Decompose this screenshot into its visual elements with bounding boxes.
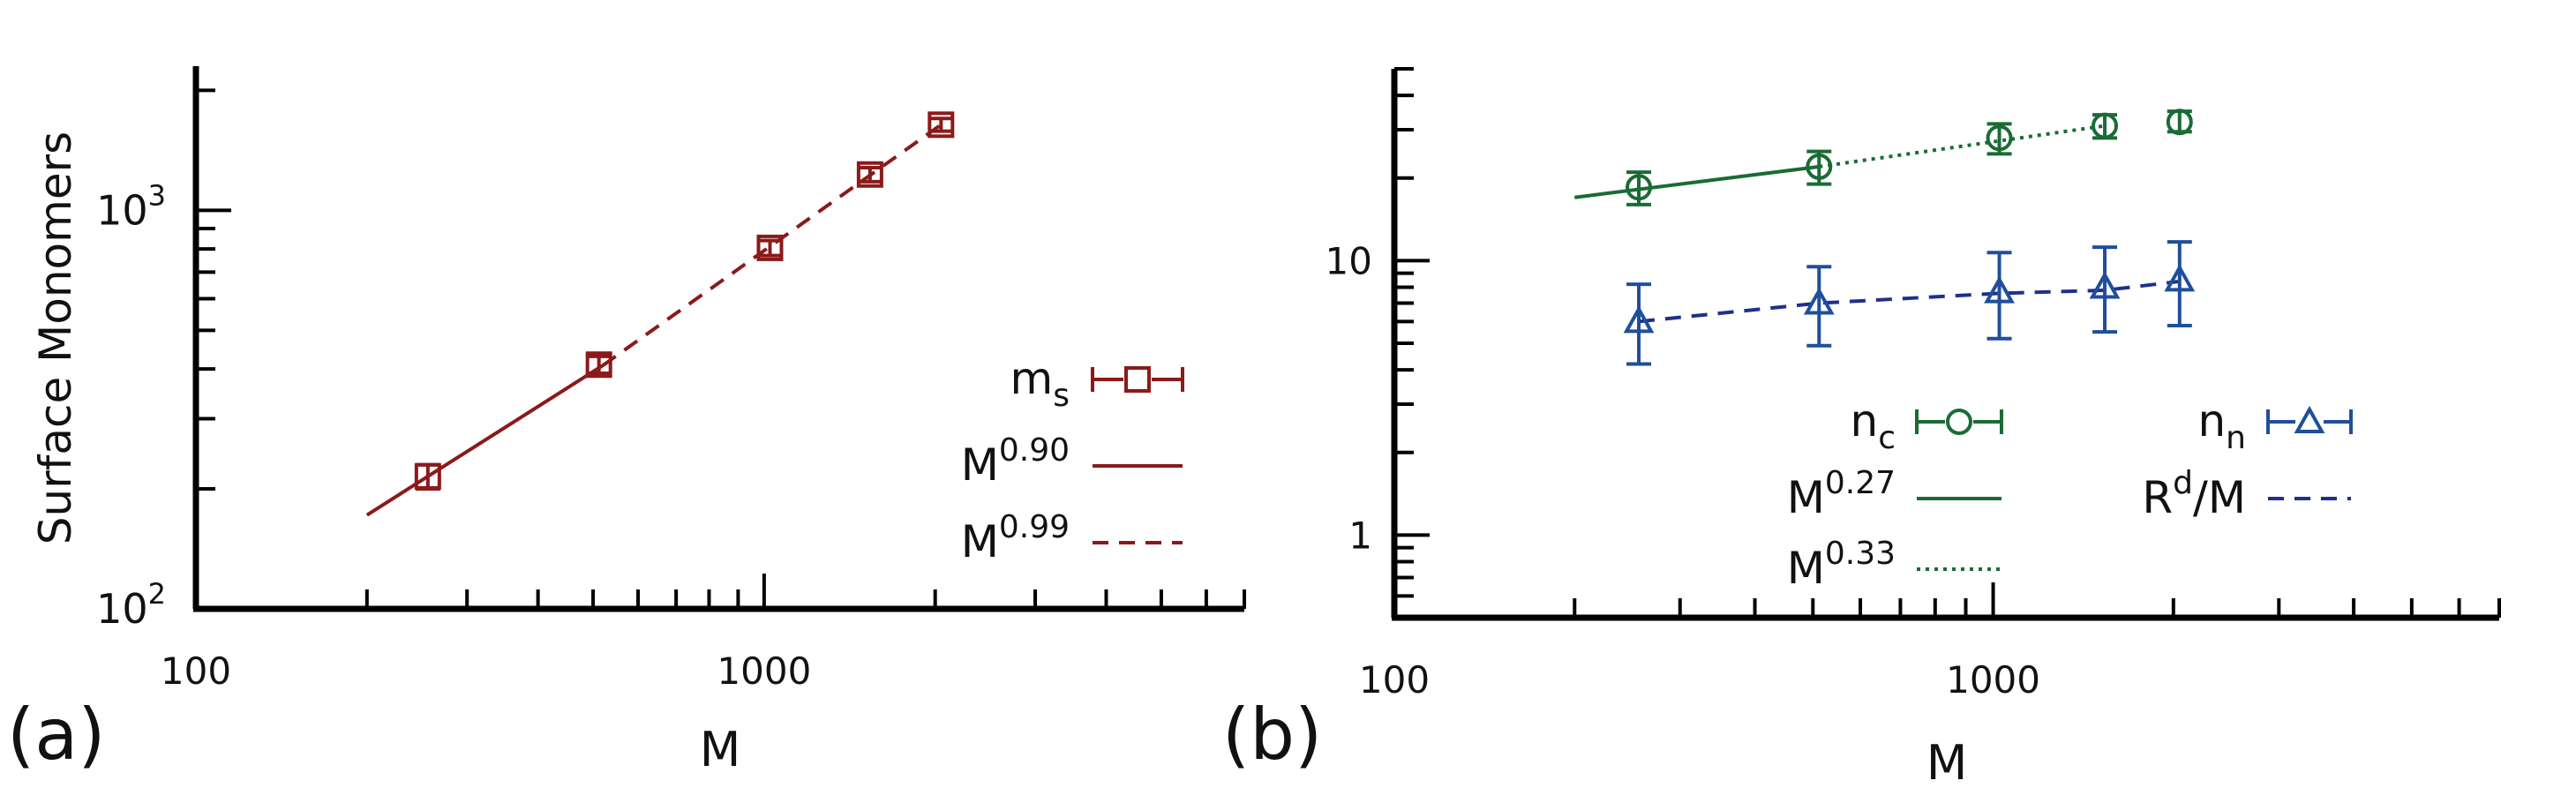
data-point (1986, 124, 2013, 152)
data-point (856, 161, 883, 188)
panel-label: (b) (1222, 694, 1322, 776)
legend-label-base: R (2142, 472, 2173, 523)
legend-label-base: n (2197, 395, 2226, 447)
x-tick-label: 100 (1359, 658, 1430, 702)
legend-label: M0.90 (961, 432, 1070, 491)
legend-marker-bg (1945, 408, 1973, 436)
legend-label-base: m (1010, 353, 1054, 404)
legend-label-superscript: 0.33 (1825, 536, 1896, 572)
series-line-4 (1638, 279, 2181, 324)
legend-label: Rd/M (2142, 465, 2246, 523)
data-point (1623, 305, 1655, 334)
data-point (2164, 264, 2196, 292)
legend-label: M0.33 (1787, 536, 1896, 594)
series-line-1 (365, 364, 605, 517)
legend-label: ms (1010, 353, 1070, 414)
data-point (2092, 112, 2119, 139)
data-point (928, 111, 955, 139)
x-axis-label: M (1926, 735, 1968, 791)
x-tick-label: 100 (161, 649, 231, 693)
x-tick-label: 1000 (1946, 658, 2040, 702)
x-axis-label: M (700, 722, 741, 777)
y-axis-label: Surface Monomers (30, 131, 81, 544)
y-tick-label: 1 (1348, 514, 1372, 557)
data-point (1803, 287, 1835, 315)
data-point (756, 234, 784, 261)
series-line-2 (1574, 164, 1820, 199)
y-tick-label-base: 10 (96, 186, 148, 234)
legend-marker-bg (1123, 365, 1152, 394)
legend-marker (2294, 405, 2325, 433)
y-tick-label: 10 (1326, 239, 1372, 282)
legend-label-subscript: c (1878, 420, 1896, 456)
legend-label-base: M (961, 439, 999, 491)
legend-label-superscript: 0.99 (999, 509, 1070, 545)
legend-label-base: M (961, 516, 999, 567)
data-point (414, 462, 441, 490)
legend-marker (1946, 409, 1972, 435)
legend-label-base: n (1851, 395, 1879, 447)
y-tick-label: 102 (96, 577, 166, 633)
legend-label: M0.99 (961, 509, 1070, 567)
legend-label-base: M (1787, 543, 1825, 594)
legend-label-subscript: s (1053, 378, 1070, 414)
data-point (1626, 174, 1653, 201)
y-tick-label-exponent: 3 (148, 178, 166, 212)
legend-label: M0.27 (1787, 465, 1896, 523)
legend-label: nc (1851, 395, 1896, 456)
legend-label-tail: /M (2193, 472, 2246, 523)
legend-label-superscript: 0.27 (1825, 465, 1896, 501)
legend-label: nn (2197, 395, 2246, 456)
x-tick-label: 1000 (717, 649, 811, 693)
data-point (585, 351, 612, 379)
data-point (2089, 271, 2121, 299)
series-line-2 (601, 123, 943, 367)
data-point (1806, 153, 1833, 180)
y-tick-label: 103 (96, 178, 166, 234)
legend-label-superscript: 0.90 (999, 432, 1070, 469)
legend-marker (1124, 366, 1151, 393)
data-point (1984, 275, 2015, 304)
panel-label: (a) (7, 694, 105, 776)
y-tick-label-base: 10 (96, 585, 148, 633)
legend-label-superscript: d (2173, 465, 2193, 501)
data-point (2166, 109, 2193, 136)
y-tick-label-exponent: 2 (148, 577, 166, 611)
series-line-3 (1818, 124, 2106, 169)
legend-label-base: M (1787, 472, 1825, 523)
legend-label-subscript: n (2226, 420, 2246, 456)
